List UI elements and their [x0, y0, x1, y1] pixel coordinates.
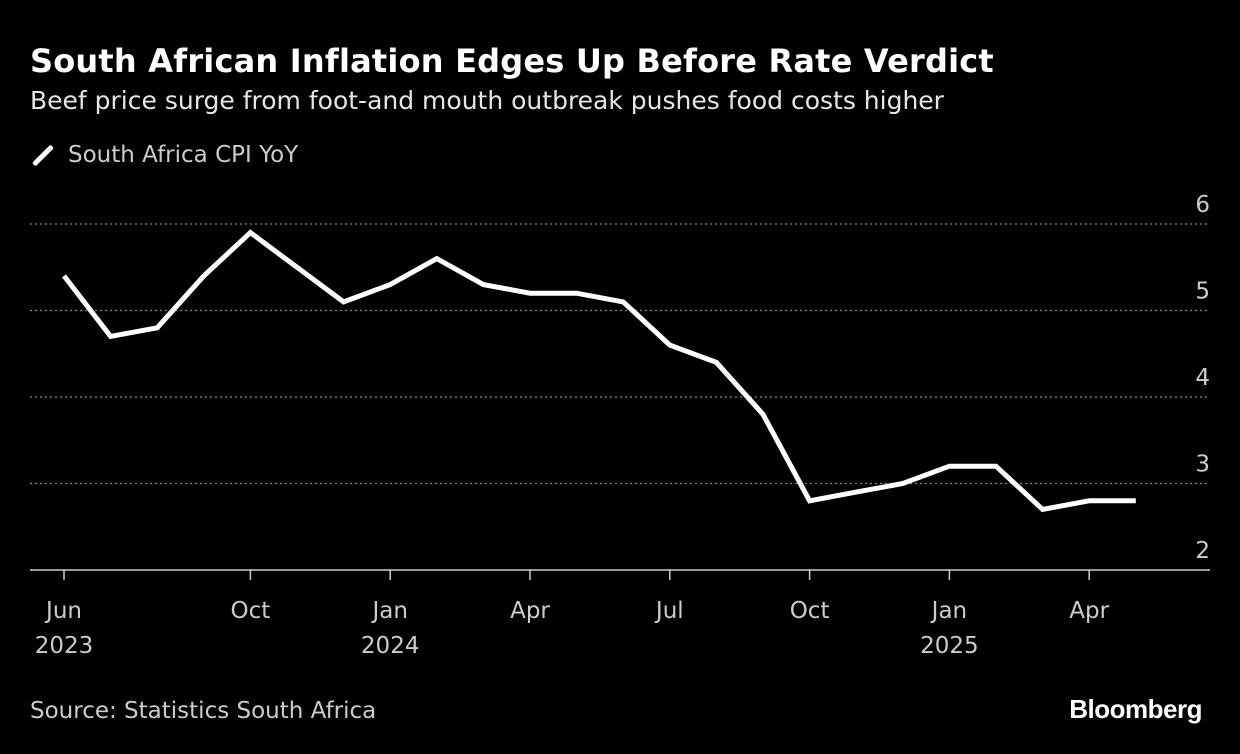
chart-title: South African Inflation Edges Up Before …	[30, 42, 994, 80]
x-tick-label: Jun	[44, 598, 82, 624]
x-tick-label: Jan	[930, 598, 967, 624]
legend: South Africa CPI YoY	[30, 142, 298, 168]
x-tick-label: Apr	[1069, 598, 1109, 624]
y-tick-label: 6	[1195, 192, 1210, 218]
y-tick-label: 3	[1195, 452, 1210, 478]
x-tick-label: Apr	[510, 598, 550, 624]
x-tick-label: Oct	[231, 598, 271, 624]
bloomberg-logo: Bloomberg	[1069, 694, 1202, 724]
x-tick-year: 2023	[35, 633, 94, 659]
x-tick-label: Jul	[654, 598, 684, 624]
legend-label: South Africa CPI YoY	[68, 142, 299, 168]
x-tick-year: 2025	[920, 633, 979, 659]
source-note: Source: Statistics South Africa	[30, 698, 377, 724]
x-tick-label: Jan	[370, 598, 407, 624]
chart-subtitle: Beef price surge from foot-and mouth out…	[30, 86, 944, 115]
x-tick-year: 2024	[361, 633, 420, 659]
y-tick-label: 2	[1195, 538, 1210, 564]
y-tick-label: 5	[1195, 279, 1210, 305]
x-tick-label: Oct	[790, 598, 830, 624]
y-tick-label: 4	[1195, 365, 1210, 391]
series-line-cpi	[62, 229, 1136, 513]
